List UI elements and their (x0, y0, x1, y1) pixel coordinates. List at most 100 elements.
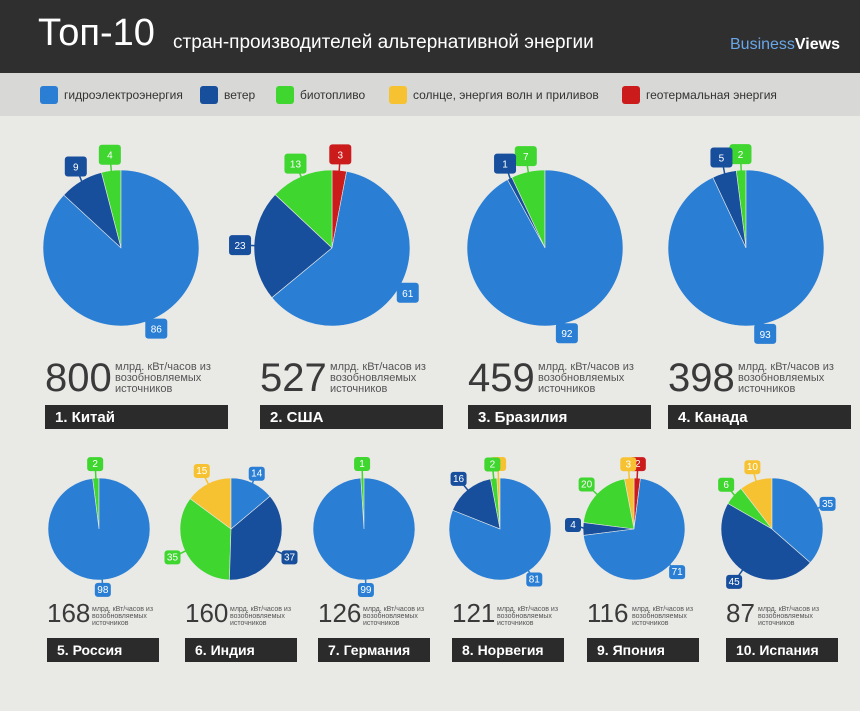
value-label-wind-3: 1 (502, 160, 508, 171)
value-tag-hydro-9 (669, 565, 686, 580)
legend-swatch (276, 86, 294, 104)
total-value-5: 168 (47, 598, 91, 628)
unit-label-3: млрд. кВт/часов из возобновляемых источн… (538, 361, 634, 395)
value-label-hydro-3: 92 (561, 329, 573, 340)
value-tag-solar-9 (620, 457, 637, 472)
value-tag-hydro-2 (396, 282, 419, 303)
value-tag-wind-1 (64, 156, 87, 177)
total-value-10: 87 (726, 598, 755, 628)
value-tag-bio-9 (578, 477, 595, 492)
value-label-bio-2: 13 (290, 160, 302, 171)
value-tag-wind-2 (229, 235, 252, 256)
value-label-hydro-4: 93 (760, 330, 772, 341)
value-label-solar-10: 10 (747, 462, 759, 473)
value-tag-wind-8 (450, 471, 467, 486)
value-label-wind-1: 9 (73, 162, 79, 173)
value-tag-wind-10 (726, 574, 743, 589)
unit-label-2: млрд. кВт/часов из возобновляемых источн… (330, 361, 426, 395)
value-label-solar-6: 15 (196, 466, 208, 477)
header: Топ-10 стран-производителей альтернативн… (0, 0, 860, 73)
legend-swatch (40, 86, 58, 104)
value-tag-wind-3 (494, 153, 517, 174)
unit-label-6: млрд. кВт/часов из возобновляемых источн… (230, 606, 292, 627)
value-tag-hydro-5 (94, 582, 111, 597)
value-label-bio-8: 2 (490, 459, 496, 470)
value-label-hydro-9: 71 (672, 567, 684, 578)
value-label-geo-9: 2 (635, 459, 641, 470)
total-value-7: 126 (318, 598, 362, 628)
total-value-3: 459 (468, 356, 535, 400)
value-label-hydro-5: 98 (97, 585, 109, 596)
country-label-9: 9. Япония (587, 638, 699, 662)
value-label-wind-10: 45 (729, 577, 741, 588)
value-label-solar-9: 3 (625, 459, 631, 470)
value-tag-solar-6 (193, 463, 210, 478)
total-value-2: 527 (260, 356, 327, 400)
value-tag-wind-4 (710, 147, 733, 168)
value-tag-geo-2 (329, 144, 352, 165)
value-tag-bio-1 (98, 144, 121, 165)
value-label-bio-10: 6 (723, 480, 729, 491)
unit-label-8: млрд. кВт/часов из возобновляемых источн… (497, 606, 559, 627)
unit-label-5: млрд. кВт/часов из возобновляемых источн… (92, 606, 154, 627)
value-label-bio-5: 2 (92, 459, 98, 470)
country-label-5: 5. Россия (47, 638, 159, 662)
legend-item-hydro: гидроэлектроэнергия (40, 86, 183, 104)
country-label-10: 10. Испания (726, 638, 838, 662)
value-label-bio-7: 1 (359, 459, 365, 470)
unit-label-1: млрд. кВт/часов из возобновляемых источн… (115, 361, 211, 395)
country-label-3: 3. Бразилия (468, 405, 651, 429)
value-tag-wind-6 (281, 550, 298, 565)
brand-logo: BusinessViews (730, 36, 840, 53)
value-label-wind-9: 4 (570, 520, 576, 531)
legend-swatch (389, 86, 407, 104)
value-tag-solar-10 (744, 460, 761, 475)
value-tag-bio-2 (284, 153, 307, 174)
value-tag-hydro-4 (754, 323, 777, 344)
legend-swatch (200, 86, 218, 104)
value-label-hydro-2: 61 (402, 289, 414, 300)
country-label-7: 7. Германия (318, 638, 430, 662)
value-tag-bio-7 (354, 457, 371, 472)
value-tag-hydro-6 (248, 466, 265, 481)
total-value-6: 160 (185, 598, 229, 628)
country-label-6: 6. Индия (185, 638, 297, 662)
page-subtitle: стран-производителей альтернативной энер… (173, 32, 594, 53)
total-value-1: 800 (45, 356, 112, 400)
value-label-bio-6: 35 (167, 552, 179, 563)
value-label-wind-6: 37 (284, 552, 296, 563)
total-value-4: 398 (668, 356, 735, 400)
value-tag-hydro-7 (357, 582, 374, 597)
country-label-1: 1. Китай (45, 405, 228, 429)
slice-hydro-7 (312, 477, 416, 581)
slice-hydro-3 (466, 169, 624, 327)
value-label-bio-3: 7 (523, 152, 529, 163)
value-tag-bio-5 (87, 457, 104, 472)
value-tag-bio-6 (164, 550, 181, 565)
unit-label-9: млрд. кВт/часов из возобновляемых источн… (632, 606, 694, 627)
country-label-4: 4. Канада (668, 405, 851, 429)
value-label-bio-9: 20 (581, 480, 593, 491)
value-label-bio-1: 4 (107, 151, 113, 162)
total-value-9: 116 (587, 598, 629, 628)
total-value-8: 121 (452, 598, 496, 628)
value-tag-bio-3 (514, 146, 537, 167)
legend-label: солнце, энергия волн и приливов (413, 88, 599, 102)
value-tag-bio-8 (484, 457, 501, 472)
value-tag-wind-9 (565, 518, 581, 532)
slice-hydro-4 (667, 169, 825, 327)
legend-item-bio: биотопливо (276, 86, 365, 104)
value-label-geo-2: 3 (338, 150, 344, 161)
value-tag-bio-4 (729, 144, 752, 165)
legend-label: геотермальная энергия (646, 88, 777, 102)
unit-label-7: млрд. кВт/часов из возобновляемых источн… (363, 606, 425, 627)
value-tag-hydro-1 (145, 318, 168, 339)
value-tag-hydro-8 (526, 572, 543, 587)
value-label-hydro-7: 99 (360, 585, 372, 596)
legend-item-geo: геотермальная энергия (622, 86, 777, 104)
country-label-8: 8. Норвегия (452, 638, 564, 662)
value-label-hydro-10: 35 (822, 499, 834, 510)
value-label-bio-4: 2 (738, 150, 744, 161)
legend-label: гидроэлектроэнергия (64, 88, 183, 102)
